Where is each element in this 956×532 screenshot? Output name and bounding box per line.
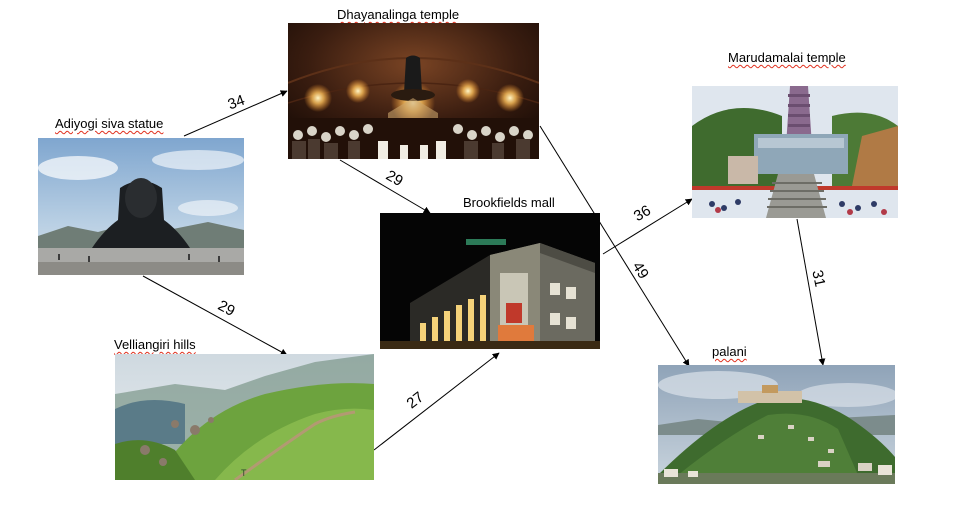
edge-dhyanalinga-brookfields	[339, 159, 431, 214]
edge-velliangiri-brookfields	[373, 352, 500, 451]
node-label-text: Marudamalai temple	[728, 50, 846, 65]
svg-text:T: T	[241, 468, 247, 478]
palani-hill-image	[658, 365, 895, 484]
adiyogi-statue-image	[38, 138, 244, 275]
edge-adiyogi-velliangiri	[142, 275, 288, 356]
dhyanalinga-temple-image	[288, 23, 539, 159]
node-label-palani: palani	[712, 344, 747, 359]
node-label-dhyanalinga: Dhayanalinga temple	[337, 7, 459, 22]
node-label-text: Brookfields mall	[463, 195, 555, 210]
node-label-text: Adiyogi siva statue	[55, 116, 164, 131]
node-label-text: Velliangiri hills	[114, 337, 196, 352]
node-label-text: palani	[712, 344, 747, 359]
brookfields-mall-image	[380, 213, 600, 349]
edge-weight-marudamalai-palani: 31	[808, 268, 829, 289]
velliangiri-hills-image: T	[115, 354, 374, 480]
edge-brookfields-marudamalai	[602, 198, 693, 255]
edge-dhyanalinga-palani	[539, 125, 690, 367]
marudamalai-temple-image	[692, 86, 898, 218]
node-label-adiyogi: Adiyogi siva statue	[55, 116, 163, 131]
node-label-velliangiri: Velliangiri hills	[114, 337, 196, 352]
node-label-text: Dhayanalinga temple	[337, 7, 460, 22]
edge-adiyogi-dhyanalinga	[183, 90, 288, 137]
node-label-brookfields: Brookfields mall	[463, 195, 555, 210]
edge-marudamalai-palani	[796, 218, 826, 366]
node-label-marudamalai: Marudamalai temple	[728, 50, 846, 65]
